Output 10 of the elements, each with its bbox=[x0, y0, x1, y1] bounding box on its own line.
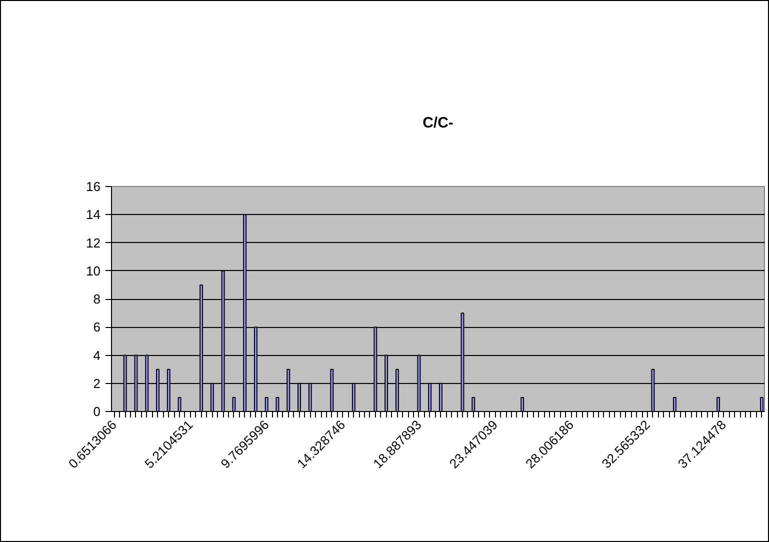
y-tick-label: 12 bbox=[86, 235, 101, 250]
chart-title: C/C- bbox=[422, 114, 454, 132]
y-tick-label: 0 bbox=[93, 404, 101, 419]
y-tick-label: 16 bbox=[86, 179, 101, 194]
y-tick-label: 6 bbox=[93, 320, 101, 335]
y-tick-label: 14 bbox=[86, 207, 101, 222]
y-tick-label: 2 bbox=[93, 376, 101, 391]
y-tick-label: 4 bbox=[93, 348, 101, 363]
y-tick-label: 10 bbox=[86, 263, 101, 278]
y-tick-label: 8 bbox=[93, 292, 101, 306]
